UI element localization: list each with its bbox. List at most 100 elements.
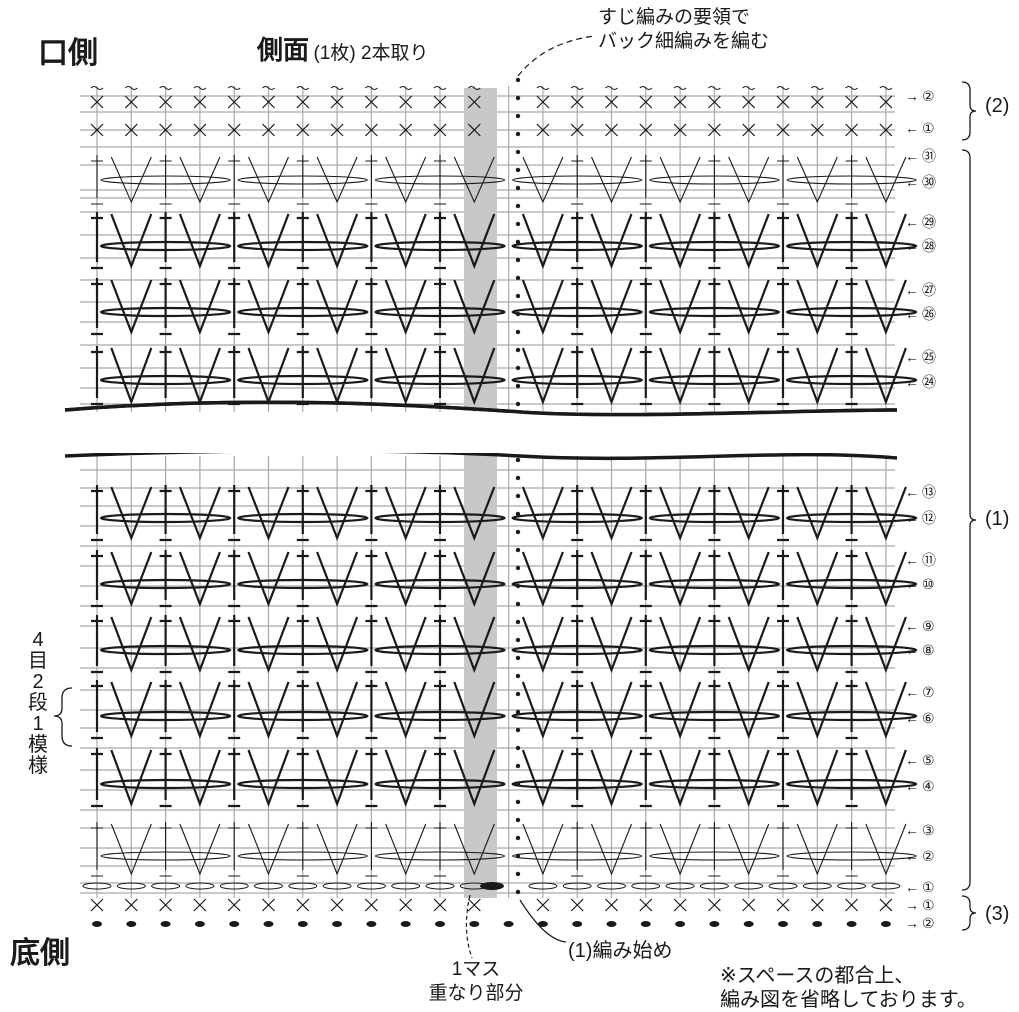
pattern-v	[247, 279, 290, 336]
pattern-dc	[708, 680, 721, 740]
tilde-mark	[776, 86, 790, 90]
pattern-v	[590, 616, 633, 674]
row-1-chain	[802, 882, 832, 890]
turning-dot	[515, 113, 521, 119]
pattern-v	[316, 486, 359, 542]
pattern-v	[864, 749, 907, 808]
turning-dot	[515, 871, 521, 877]
row-30-v	[110, 156, 152, 204]
row-arrow: ←	[905, 484, 919, 500]
pattern-v	[796, 486, 839, 542]
row-1-chain	[322, 882, 352, 890]
chain-dot	[709, 921, 720, 927]
row-number: ㉗	[922, 282, 936, 298]
pattern-v	[110, 486, 153, 542]
sc-stitch	[296, 95, 310, 109]
row-arrow: ←	[905, 148, 919, 164]
chain-dot	[675, 921, 686, 927]
sc-stitch	[193, 123, 207, 137]
row-3-dc	[228, 822, 241, 877]
row-label: ← ⑪	[905, 553, 936, 567]
row-label: ← ⑤	[905, 753, 935, 767]
back-single-note-line-1: すじ編みの要領で	[598, 7, 751, 28]
turning-dot	[515, 853, 521, 859]
pattern-dc	[296, 485, 309, 542]
sc-stitch	[536, 95, 550, 109]
turning-dot	[515, 709, 521, 715]
note-leader	[517, 35, 596, 77]
row-label: ← ㉘	[905, 239, 936, 253]
pattern-dc	[845, 346, 858, 406]
row-1-chain	[665, 882, 695, 890]
sc-stitch	[330, 95, 344, 109]
row-30-v	[385, 156, 427, 204]
sc-stitch	[707, 898, 721, 912]
chain-dot	[606, 921, 617, 927]
sc-stitch	[262, 898, 275, 912]
pattern-dc	[708, 550, 721, 608]
turning-dot	[515, 493, 521, 499]
pattern-dc	[365, 680, 378, 740]
sc-stitch	[639, 95, 653, 109]
pattern-dc	[708, 212, 721, 270]
chain-dot	[743, 921, 754, 927]
row-arrow: ←	[905, 510, 919, 526]
sc-stitch	[570, 123, 584, 137]
chain-dot	[194, 921, 205, 927]
break-gap	[64, 413, 900, 453]
sc-stitch	[399, 123, 413, 137]
sc-stitch	[330, 898, 344, 912]
tilde-mark	[467, 86, 481, 90]
pattern-dc	[365, 485, 378, 542]
row-1-chain	[768, 882, 798, 890]
sc-stitch	[742, 898, 756, 912]
pattern-dc	[639, 212, 652, 270]
repeat-label-char: 4	[32, 629, 44, 651]
row-3-dc	[708, 822, 721, 877]
row-arrow: ←	[905, 822, 919, 838]
sc-stitch	[159, 898, 173, 912]
pattern-dc	[91, 485, 103, 542]
sc-stitch	[467, 95, 481, 109]
pattern-dc	[434, 550, 446, 608]
pattern-v	[247, 213, 290, 270]
row-1-chain	[631, 882, 661, 890]
pattern-v	[796, 551, 839, 608]
pattern-v	[590, 279, 633, 336]
sc-stitch	[810, 898, 824, 912]
pattern-v	[453, 749, 496, 808]
pattern-v	[796, 681, 839, 740]
row-number: ㉛	[922, 148, 936, 164]
chain-dot	[92, 921, 102, 927]
pattern-v	[521, 486, 564, 542]
sc-stitch	[433, 898, 447, 912]
chain-dot	[435, 921, 445, 927]
tilde-mark	[673, 86, 687, 90]
pattern-dc	[777, 748, 789, 808]
omission-break	[64, 400, 900, 461]
chain-dot	[778, 921, 788, 927]
row-1-chain	[82, 882, 112, 890]
row-30-dc	[228, 155, 241, 205]
sc-stitch	[90, 123, 104, 137]
row-label: ← ⑦	[905, 685, 935, 699]
subtitle-text: (1枚) 2本取り	[313, 43, 429, 64]
omission-note: ※スペースの都合上、 編み図を省略しております。	[720, 964, 977, 1012]
pattern-v	[864, 213, 907, 270]
repeat-label-char: 段	[28, 692, 48, 714]
repeat-label-char: 1	[32, 713, 44, 735]
row-arrow: ←	[905, 576, 919, 592]
pattern-dc	[228, 278, 241, 336]
turning-dot	[515, 475, 521, 481]
pattern-v	[453, 616, 496, 674]
chain-dot	[640, 921, 651, 927]
chain-dot	[263, 921, 274, 927]
pattern-dc	[159, 485, 172, 542]
back-single-note: すじ編みの要領で バック細編みを編む	[598, 6, 769, 54]
tilde-mark	[708, 86, 721, 90]
pattern-dc	[571, 485, 584, 542]
row-arrow: ←	[905, 349, 919, 365]
chain-dot	[160, 921, 171, 927]
pattern-v	[384, 347, 427, 406]
row-1-chain	[425, 882, 455, 890]
